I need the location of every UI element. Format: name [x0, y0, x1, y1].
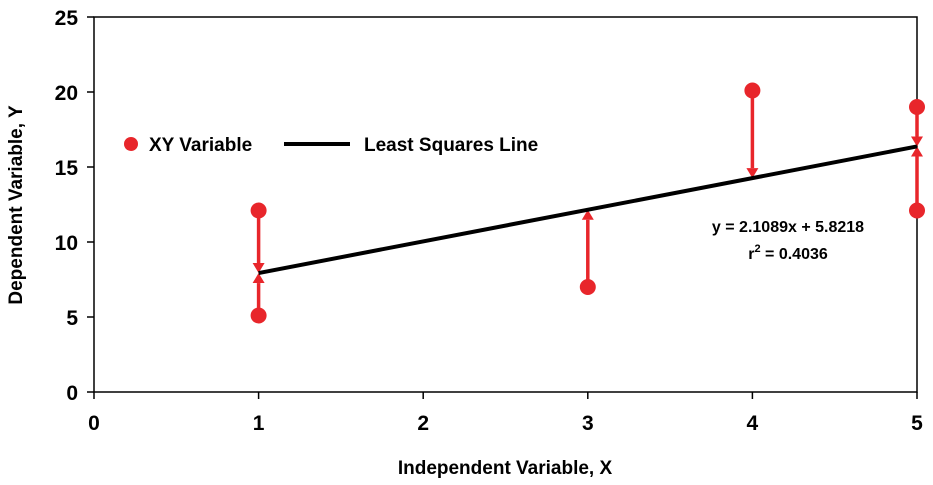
r2-prefix: r [748, 246, 754, 263]
y-tick-label: 5 [66, 307, 78, 330]
tick-labels: 0 1 2 3 4 5 0 5 10 15 20 25 [55, 7, 924, 435]
equation-label: y = 2.1089x + 5.8218 [712, 219, 864, 236]
data-point [909, 99, 925, 115]
axes [87, 16, 918, 399]
regression-annotation: y = 2.1089x + 5.8218 r2 = 0.4036 [712, 219, 864, 263]
plot-frame [93, 16, 918, 393]
data-point [744, 82, 761, 99]
x-tick-label: 3 [582, 412, 594, 435]
data-point [250, 307, 267, 324]
y-tick-label: 0 [66, 382, 78, 405]
y-tick-label: 15 [55, 157, 79, 180]
residual-arrowhead [911, 146, 923, 157]
residual-arrowhead [746, 168, 759, 179]
legend: XY Variable Least Squares Line [124, 135, 538, 156]
y-axis-title: Dependent Variable, Y [6, 105, 27, 305]
r2-superscript: 2 [754, 243, 760, 255]
legend-label-xy: XY Variable [149, 135, 252, 156]
legend-marker-xy [124, 137, 138, 151]
residual-arrows [252, 90, 923, 316]
residual-arrowhead [252, 273, 265, 284]
y-tick-label: 25 [55, 7, 79, 30]
x-tick-label: 2 [417, 412, 429, 435]
data-point [250, 202, 267, 219]
data-point [579, 279, 596, 295]
residual-arrowhead [911, 136, 923, 147]
data-point [909, 202, 925, 219]
x-tick-label: 0 [88, 412, 100, 435]
x-axis-title: Independent Variable, X [398, 458, 613, 479]
residual-arrowhead [581, 209, 594, 220]
r-squared-label: r2 = 0.4036 [748, 243, 828, 263]
r2-value: = 0.4036 [761, 246, 828, 263]
data-points [250, 82, 925, 324]
y-tick-label: 20 [55, 82, 78, 105]
x-tick-label: 4 [747, 412, 759, 435]
residual-arrowhead [252, 263, 265, 274]
fit-line-segment [258, 144, 918, 276]
x-tick-label: 1 [253, 412, 265, 435]
x-tick-label: 5 [911, 412, 923, 435]
y-tick-label: 10 [55, 232, 78, 255]
legend-label-line: Least Squares Line [364, 135, 538, 156]
least-squares-line [258, 144, 918, 276]
